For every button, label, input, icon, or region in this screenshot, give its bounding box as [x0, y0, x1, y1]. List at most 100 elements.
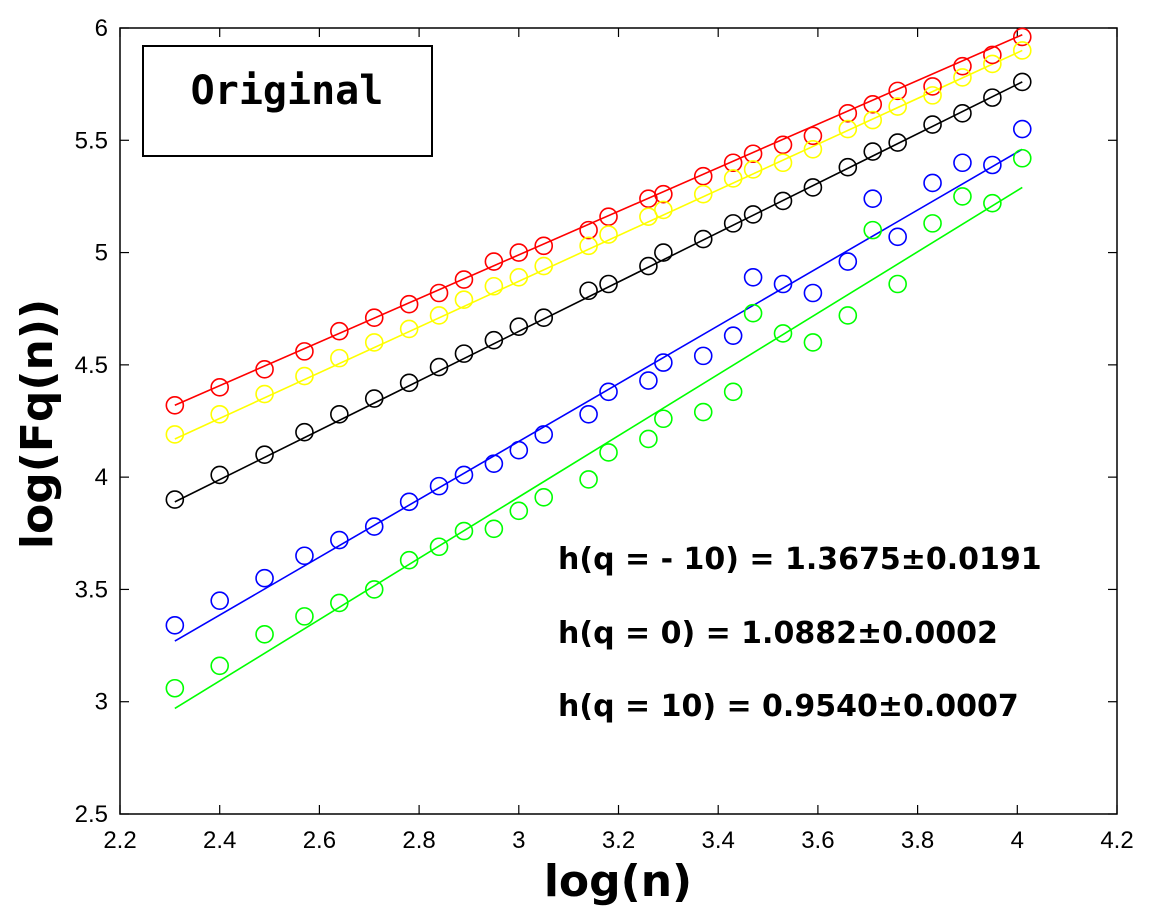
y-tick-label: 5.5: [75, 127, 108, 154]
annotation-h-q-10: h(q = 10) = 0.9540±0.0007: [558, 689, 1019, 724]
x-tick-label: 2.8: [402, 827, 435, 854]
data-point-series-0: [399, 294, 419, 314]
data-point-series-3: [1012, 119, 1032, 139]
data-point-series-0: [579, 220, 598, 240]
data-point-series-4: [165, 678, 185, 698]
data-point-series-0: [210, 378, 229, 397]
data-point-series-0: [1012, 27, 1032, 47]
data-point-series-0: [484, 252, 504, 271]
data-point-series-2: [165, 490, 185, 509]
data-point-series-2: [295, 422, 314, 442]
data-point-series-2: [803, 178, 823, 197]
data-point-series-4: [330, 593, 349, 613]
data-point-series-2: [1012, 72, 1032, 92]
data-point-series-1: [693, 184, 713, 204]
data-point-series-1: [330, 348, 349, 368]
data-point-series-4: [639, 429, 658, 449]
y-axis-label: log(Fq(n)): [12, 299, 63, 549]
data-point-series-0: [165, 395, 185, 415]
data-point-series-1: [723, 169, 743, 188]
data-point-series-1: [1012, 41, 1032, 60]
data-point-series-4: [534, 488, 554, 507]
data-point-series-4: [579, 470, 598, 489]
data-point-series-1: [579, 236, 598, 256]
data-point-series-1: [295, 366, 314, 386]
legend-label: Original: [191, 68, 384, 114]
data-point-series-1: [863, 110, 883, 130]
data-point-series-2: [579, 281, 598, 301]
annotation-h-q-0: h(q = 0) = 1.0882±0.0002: [558, 616, 998, 651]
data-point-series-1: [399, 319, 419, 339]
data-point-series-2: [255, 445, 274, 464]
data-point-series-3: [923, 173, 942, 193]
data-point-series-3: [295, 546, 314, 566]
data-point-series-3: [429, 476, 449, 496]
data-point-series-2: [693, 229, 713, 249]
data-point-series-0: [599, 207, 618, 226]
data-point-series-2: [509, 317, 529, 336]
data-point-series-2: [429, 357, 449, 377]
x-tick-label: 4: [1011, 827, 1024, 854]
data-point-series-0: [863, 95, 883, 114]
data-point-series-3: [953, 153, 972, 173]
data-point-series-2: [723, 214, 743, 233]
x-tick-label: 2.4: [203, 827, 236, 854]
data-point-series-2: [210, 465, 229, 485]
data-point-series-4: [295, 607, 314, 626]
x-tick-label: 2.2: [103, 827, 136, 854]
data-point-series-1: [364, 333, 384, 352]
y-tick-label: 6: [95, 15, 108, 42]
data-point-series-4: [429, 537, 449, 557]
data-point-series-2: [534, 308, 554, 327]
plot-area: [119, 27, 1118, 815]
data-point-series-1: [639, 207, 658, 226]
data-point-series-1: [773, 153, 793, 173]
data-point-series-2: [639, 256, 658, 276]
y-tick-label: 3.5: [75, 576, 108, 603]
data-point-series-1: [509, 267, 529, 287]
data-points: [165, 27, 1032, 698]
data-point-series-3: [743, 267, 763, 287]
legend-box: Original: [142, 45, 433, 157]
y-tick-label: 4.5: [75, 352, 108, 379]
data-point-series-1: [599, 225, 618, 244]
data-point-series-3: [399, 492, 419, 512]
fit-line-series-1: [174, 49, 1023, 440]
data-point-series-1: [484, 276, 504, 296]
data-point-series-0: [429, 283, 449, 303]
data-point-series-4: [654, 409, 673, 429]
x-tick-label: 4.2: [1100, 827, 1133, 854]
y-tick-label: 3: [95, 689, 108, 716]
data-point-series-1: [454, 290, 474, 310]
data-point-series-1: [923, 86, 942, 105]
data-point-series-3: [330, 530, 349, 550]
data-point-series-1: [803, 139, 823, 159]
data-point-series-2: [599, 274, 618, 294]
data-point-series-0: [773, 135, 793, 155]
fit-line-series-0: [174, 34, 1023, 407]
data-point-series-2: [773, 191, 793, 211]
data-point-series-4: [255, 625, 274, 644]
data-point-series-0: [983, 45, 1002, 65]
data-point-series-4: [509, 501, 529, 521]
data-point-series-2: [983, 88, 1002, 107]
legend-frame: [142, 45, 433, 157]
data-point-series-4: [773, 324, 793, 343]
data-point-series-1: [654, 200, 673, 220]
data-point-series-4: [1012, 148, 1032, 168]
data-point-series-2: [888, 133, 907, 152]
data-point-series-3: [210, 591, 229, 610]
data-point-series-0: [723, 153, 743, 173]
data-point-series-3: [983, 155, 1002, 175]
data-point-series-0: [953, 56, 972, 76]
data-point-series-1: [838, 119, 858, 139]
data-point-series-2: [838, 157, 858, 177]
data-point-series-1: [429, 306, 449, 325]
data-point-series-0: [534, 236, 554, 256]
data-point-series-1: [165, 425, 185, 444]
x-tick-label: 3.6: [801, 827, 834, 854]
data-point-series-4: [210, 656, 229, 676]
data-point-series-2: [743, 205, 763, 224]
data-point-series-4: [888, 274, 907, 294]
